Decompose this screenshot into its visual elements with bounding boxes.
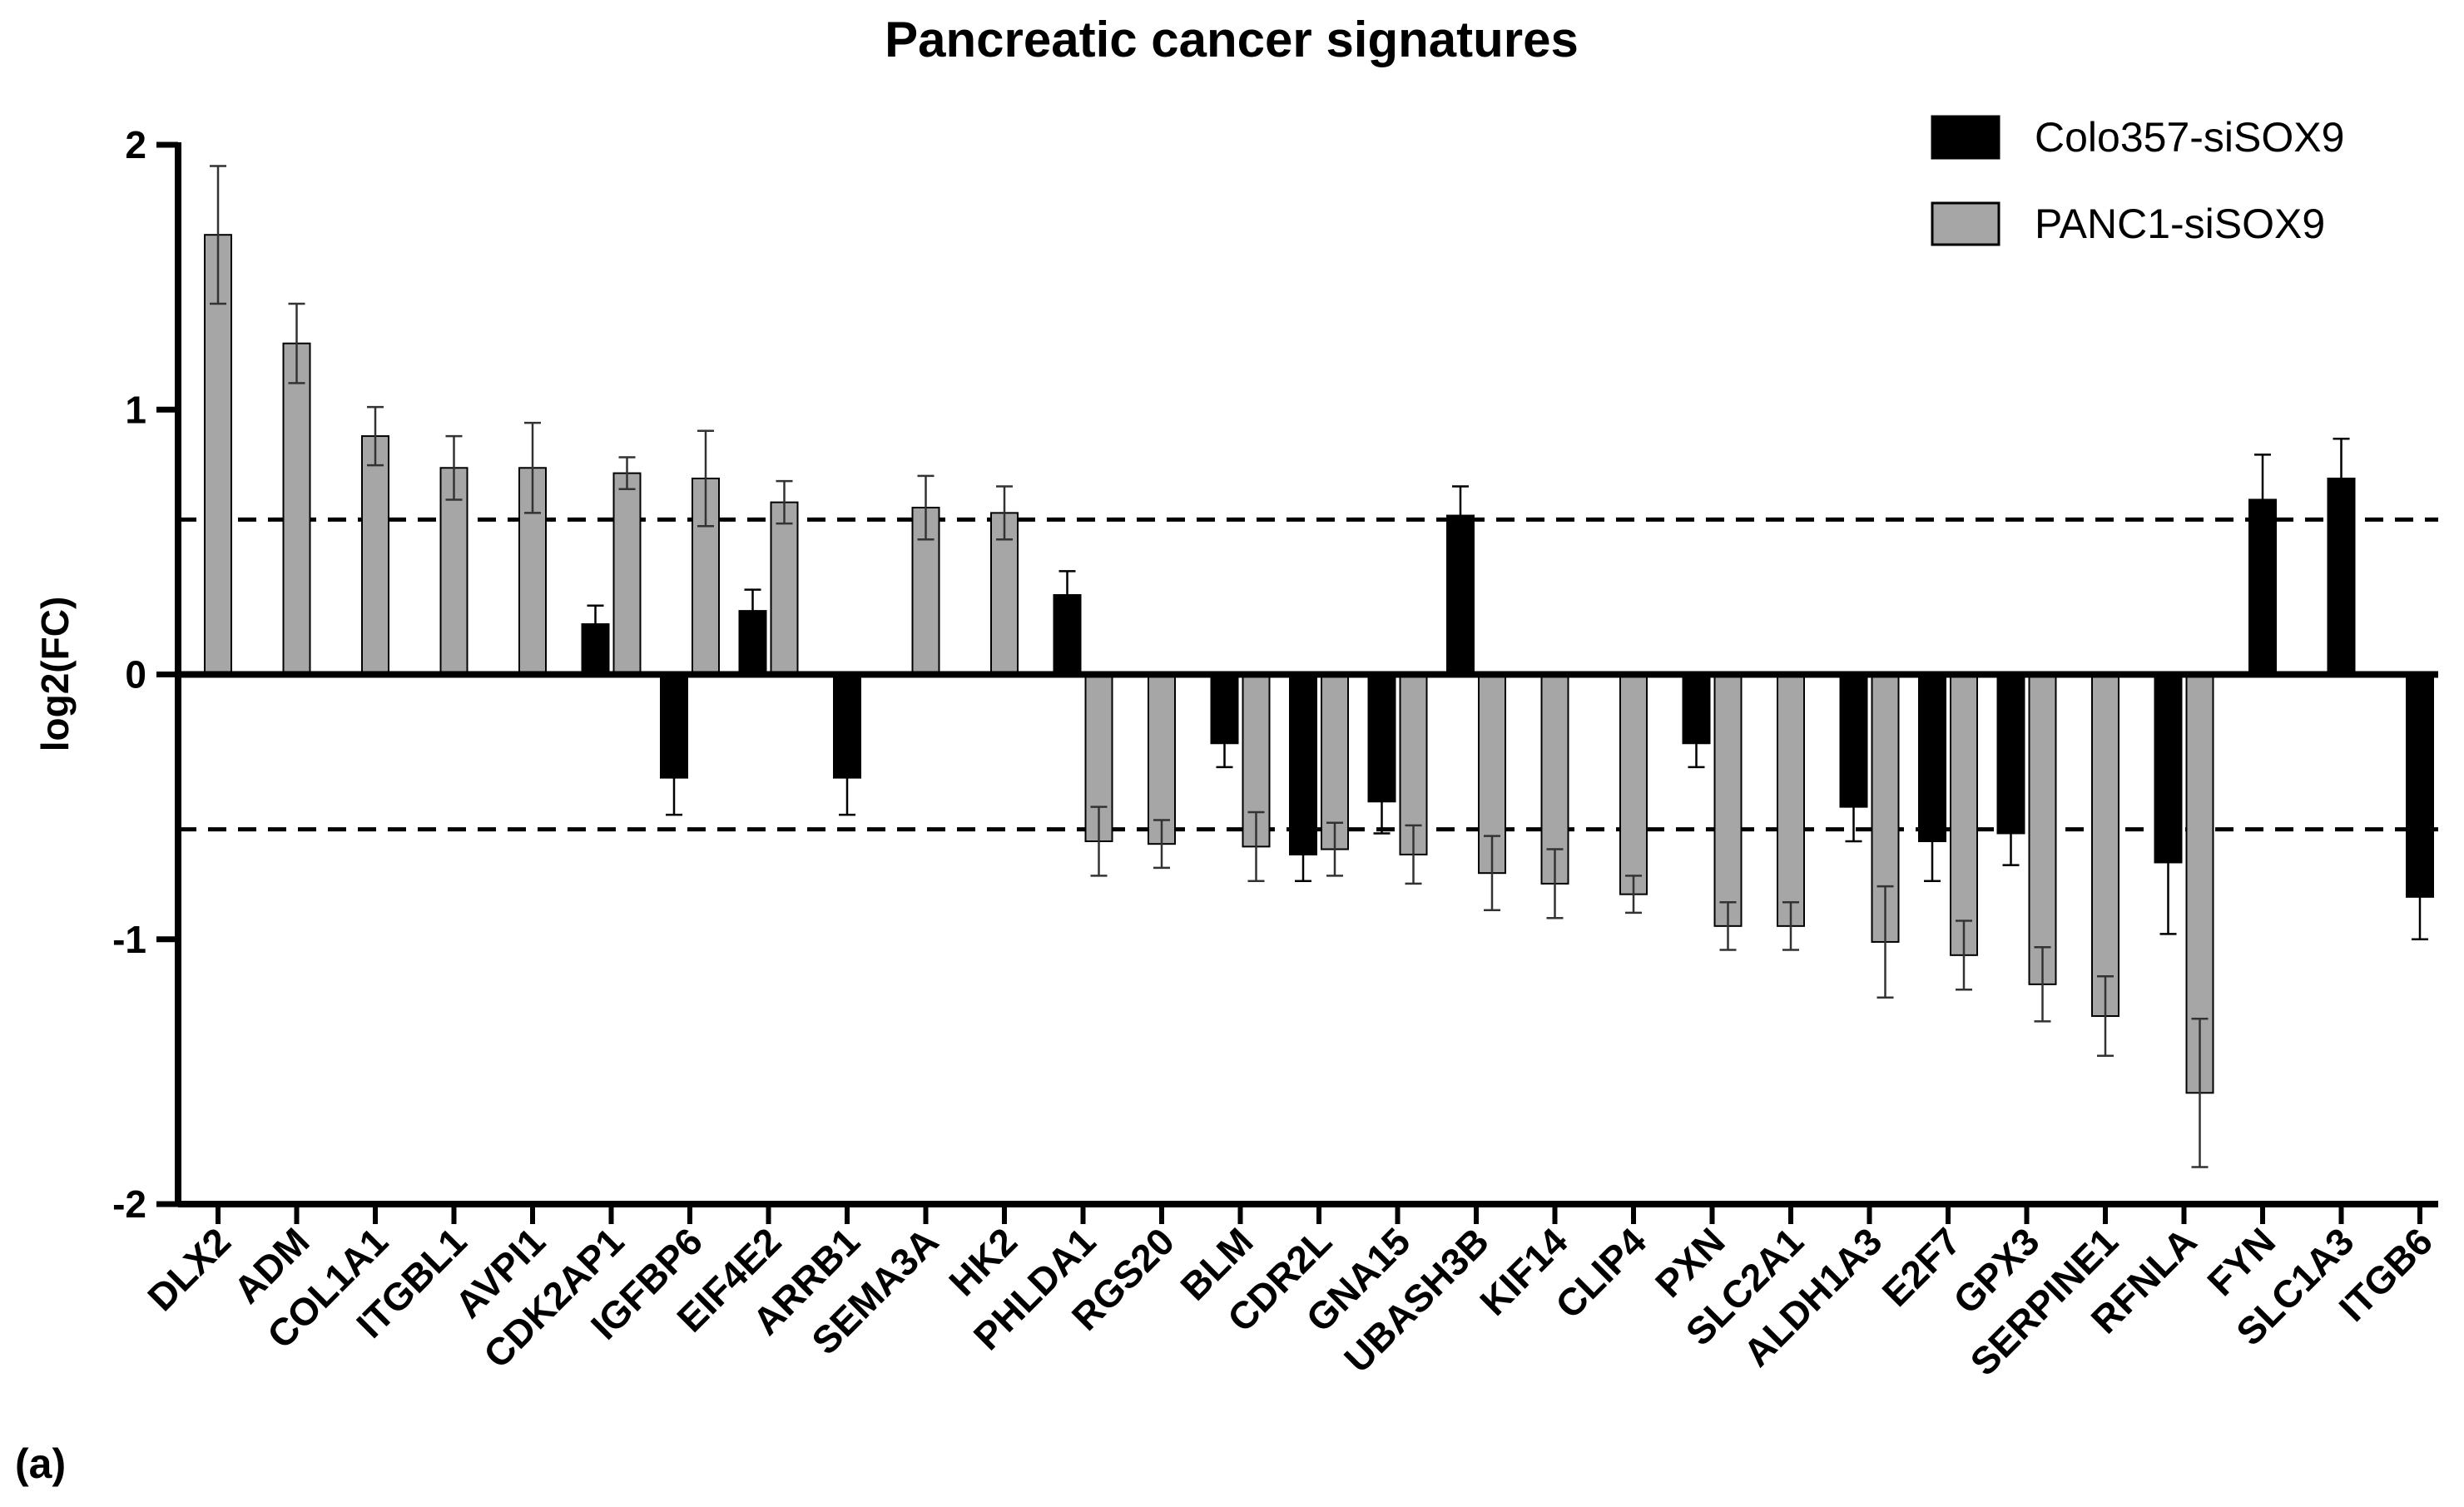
legend: Colo357-siSOX9 PANC1-siSOX9 bbox=[1931, 114, 2344, 247]
bar-panc1-clip4 bbox=[1619, 673, 1648, 895]
error-bar-panc1-eif4e2 bbox=[776, 479, 793, 525]
error-bar-panc1-ubash3b bbox=[1484, 835, 1500, 911]
axes bbox=[175, 142, 2438, 1224]
legend-swatch-0 bbox=[1931, 115, 2000, 160]
bar-panc1-rgs20 bbox=[1148, 673, 1176, 845]
error-bar-panc1-kif14 bbox=[1546, 848, 1564, 920]
error-bar-panc1-gpx3 bbox=[2034, 946, 2051, 1023]
y-tick-label: 0 bbox=[125, 653, 146, 696]
error-bar-panc1-phlda1 bbox=[1090, 806, 1108, 877]
error-bar-panc1-rfnla bbox=[2191, 1017, 2209, 1168]
error-bar-panc1-itgbl1 bbox=[445, 434, 463, 501]
bar-panc1-eif4e2 bbox=[770, 501, 799, 676]
y-ticks: 2 1 0 -1 -2 bbox=[112, 123, 178, 1226]
bar-panc1-e2f7 bbox=[1950, 673, 1978, 956]
error-bar-colo357-gpx3 bbox=[2002, 801, 2020, 866]
error-bar-panc1-adm bbox=[288, 302, 305, 384]
bar-panc1-itgbl1 bbox=[439, 467, 469, 676]
legend-label-1: PANC1-siSOX9 bbox=[2035, 201, 2325, 247]
error-bar-colo357-rfnla bbox=[2159, 790, 2177, 935]
bar-panc1-cdr2l bbox=[1321, 673, 1349, 850]
legend-label-0: Colo357-siSOX9 bbox=[2035, 114, 2344, 161]
threshold-lines bbox=[178, 517, 2438, 832]
error-bar-colo357-phlda1 bbox=[1058, 570, 1076, 620]
legend-swatch-1 bbox=[1931, 201, 2000, 246]
error-bar-panc1-pxn bbox=[1719, 900, 1737, 951]
error-bar-colo357-aldh1a3 bbox=[1845, 771, 1862, 843]
error-bar-panc1-clip4 bbox=[1625, 875, 1642, 915]
error-bar-panc1-e2f7 bbox=[1956, 920, 1972, 991]
bar-panc1-gpx3 bbox=[2028, 673, 2057, 985]
error-bar-colo357-igfbp6 bbox=[666, 739, 682, 816]
error-bar-panc1-blm bbox=[1247, 811, 1265, 882]
error-bar-panc1-avpi1 bbox=[524, 421, 541, 514]
error-bar-panc1-igfbp6 bbox=[697, 429, 714, 528]
error-bar-colo357-blm bbox=[1216, 718, 1233, 769]
error-bar-panc1-gna15 bbox=[1405, 824, 1422, 885]
bar-panc1-slc2a1 bbox=[1777, 673, 1805, 927]
y-tick-label: -2 bbox=[112, 1182, 146, 1226]
chart-title: Pancreatic cancer signatures bbox=[885, 12, 1579, 67]
x-tick-label: CLIP4 bbox=[1547, 1219, 1654, 1326]
error-bar-panc1-serpine1 bbox=[2097, 975, 2114, 1058]
bar-panc1-cdk2ap1 bbox=[612, 472, 642, 676]
error-bar-colo357-e2f7 bbox=[1924, 801, 1941, 882]
error-bar-colo357-eif4e2 bbox=[744, 588, 761, 633]
error-bar-colo357-slc1a3 bbox=[2333, 438, 2350, 519]
bar-panc1-pxn bbox=[1713, 673, 1743, 927]
error-bar-colo357-pxn bbox=[1688, 718, 1705, 769]
bars bbox=[204, 234, 2434, 1094]
bar-panc1-serpine1 bbox=[2091, 673, 2119, 1018]
y-tick-label: 2 bbox=[125, 123, 146, 166]
error-bar-colo357-gna15 bbox=[1373, 768, 1391, 835]
bar-colo357-cdr2l bbox=[1289, 673, 1317, 855]
error-bar-panc1-sema3a bbox=[917, 474, 935, 541]
error-bar-panc1-slc2a1 bbox=[1782, 900, 1799, 951]
error-bar-colo357-fyn bbox=[2254, 454, 2271, 546]
error-bar-colo357-itgb6 bbox=[2412, 853, 2428, 940]
y-axis-label: log2(FC) bbox=[33, 597, 77, 752]
error-bars bbox=[210, 165, 2428, 1168]
error-bar-colo357-cdr2l bbox=[1295, 826, 1311, 882]
y-tick-label: 1 bbox=[125, 388, 146, 431]
error-bar-panc1-dlx2 bbox=[210, 165, 226, 305]
error-bar-colo357-cdk2ap1 bbox=[587, 604, 604, 644]
y-tick-label: -1 bbox=[112, 918, 146, 961]
x-tick-labels: DLX2ADMCOL1A1ITGBL1AVPI1CDK2AP1IGFBP6EIF… bbox=[139, 1219, 2441, 1384]
error-bar-panc1-col1a1 bbox=[367, 405, 384, 467]
error-bar-colo357-arrb1 bbox=[839, 739, 855, 816]
error-bar-panc1-hk2 bbox=[996, 485, 1013, 541]
bar-panc1-col1a1 bbox=[361, 435, 389, 676]
error-bar-panc1-aldh1a3 bbox=[1877, 885, 1894, 999]
error-bar-panc1-rgs20 bbox=[1153, 819, 1170, 870]
error-bar-colo357-ubash3b bbox=[1452, 485, 1469, 546]
error-bar-panc1-cdk2ap1 bbox=[618, 456, 636, 490]
bar-panc1-adm bbox=[282, 342, 311, 676]
error-bar-panc1-cdr2l bbox=[1326, 821, 1343, 877]
x-tick-label: DLX2 bbox=[139, 1219, 239, 1319]
panel-label: (a) bbox=[15, 1440, 66, 1487]
